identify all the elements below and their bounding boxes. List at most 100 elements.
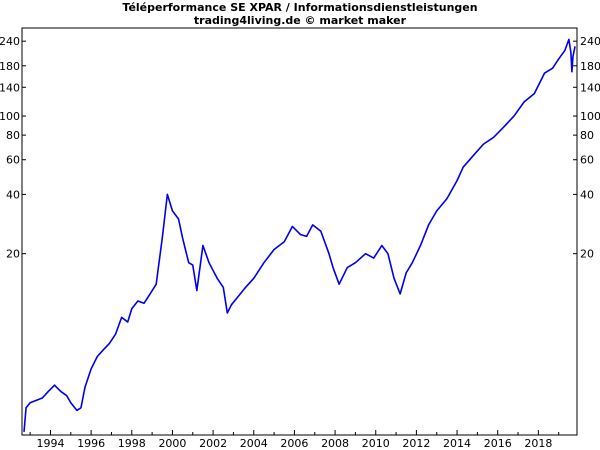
data-point: [381, 244, 383, 247]
chart-subtitle: trading4living.de © market maker: [193, 14, 407, 27]
data-point: [387, 253, 389, 255]
data-point: [299, 234, 302, 236]
y-tick-label-left: 80: [6, 129, 20, 142]
data-point: [328, 253, 330, 255]
data-point: [346, 266, 348, 269]
data-point: [29, 402, 31, 404]
data-point: [568, 38, 570, 41]
y-tick-label-left: 180: [0, 60, 20, 73]
x-tick-label: 2018: [524, 437, 552, 450]
series-line: [23, 38, 576, 432]
data-point: [60, 390, 62, 392]
y-axis-left: 20 40 60 80 100 140 180 240: [0, 35, 26, 261]
data-point: [503, 126, 505, 128]
x-axis: 1994 1996 1998 2000 2002 2004 2006 2008 2010 2012…: [29, 430, 560, 450]
data-point: [482, 143, 485, 145]
data-point: [114, 333, 117, 335]
data-point: [533, 93, 535, 95]
data-point: [155, 283, 157, 285]
data-point: [446, 198, 448, 200]
data-point: [427, 224, 430, 226]
y-tick-label-left: 40: [6, 188, 20, 201]
data-point: [84, 386, 86, 388]
data-point: [436, 210, 438, 212]
data-point: [96, 356, 98, 358]
data-point: [182, 237, 184, 239]
data-point: [462, 166, 464, 168]
data-point: [283, 241, 285, 243]
y-tick-label-right: 20: [580, 248, 594, 261]
data-point: [131, 308, 133, 310]
y-tick-label-left: 100: [0, 110, 20, 123]
data-point: [76, 409, 78, 411]
data-point: [571, 71, 573, 73]
data-point: [171, 210, 174, 212]
data-point: [127, 321, 129, 323]
data-point: [149, 293, 151, 295]
data-point: [493, 136, 495, 138]
data-point: [263, 262, 265, 264]
data-point: [399, 293, 401, 295]
data-point: [320, 230, 322, 232]
y-tick-label-left: 140: [0, 81, 20, 94]
y-tick-label-right: 140: [580, 81, 600, 94]
data-point: [574, 46, 576, 48]
data-point: [196, 289, 198, 292]
y-tick-label-right: 60: [580, 154, 594, 167]
y-tick-label-left: 240: [0, 35, 20, 48]
data-point: [332, 266, 334, 269]
x-tick-label: 2000: [158, 437, 186, 450]
data-point: [90, 368, 92, 370]
y-tick-label-left: 20: [6, 248, 20, 261]
data-point: [472, 154, 474, 157]
data-point: [41, 397, 43, 399]
x-tick-label: 1994: [36, 437, 64, 450]
y-tick-label-right: 240: [580, 35, 600, 48]
data-point: [25, 407, 27, 409]
data-point: [291, 225, 293, 228]
y-tick-label-right: 100: [580, 110, 600, 123]
data-point: [419, 244, 422, 247]
data-point: [202, 244, 204, 247]
data-point: [208, 262, 210, 264]
data-point: [177, 218, 180, 220]
y-axis-right: 20 40 60 80 100 140 180 240: [573, 35, 600, 261]
data-point: [236, 296, 239, 298]
data-point: [456, 180, 458, 182]
data-point: [364, 253, 367, 255]
x-tick-label: 2012: [402, 437, 430, 450]
data-point: [552, 67, 554, 69]
plot-frame: [21, 27, 578, 436]
x-tick-label: 2002: [199, 437, 227, 450]
data-point: [192, 264, 194, 266]
y-tick-label-right: 40: [580, 188, 594, 201]
data-point: [53, 384, 56, 386]
data-point: [405, 272, 407, 274]
data-point: [572, 56, 574, 58]
data-point: [523, 101, 525, 103]
data-point: [312, 224, 314, 226]
data-point: [543, 72, 546, 74]
data-point: [253, 277, 255, 279]
x-tick-label: 2008: [321, 437, 349, 450]
x-tick-label: 2006: [280, 437, 308, 450]
y-tick-label-left: 60: [6, 154, 20, 167]
data-point: [216, 277, 218, 279]
price-series: [23, 38, 576, 433]
data-point: [143, 302, 145, 304]
data-point: [121, 316, 123, 318]
data-point: [70, 402, 72, 404]
y-tick-label-right: 180: [580, 60, 600, 73]
data-point: [102, 349, 104, 351]
data-point: [226, 312, 228, 314]
data-point: [273, 248, 275, 251]
data-point: [564, 49, 566, 52]
data-point: [306, 235, 308, 237]
data-point: [245, 286, 247, 288]
data-point: [230, 304, 232, 306]
data-point: [338, 283, 340, 285]
x-tick-label: 2010: [362, 437, 390, 450]
chart-title: Téléperformance SE XPAR / Informationsdi…: [122, 1, 478, 14]
data-point: [137, 300, 139, 302]
data-point: [393, 277, 395, 279]
